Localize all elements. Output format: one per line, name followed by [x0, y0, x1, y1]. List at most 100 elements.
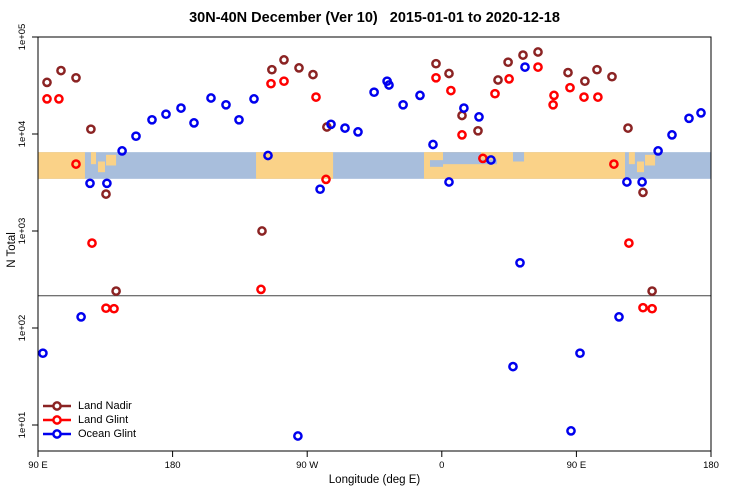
- map-strip-honshu-left: [106, 154, 117, 166]
- data-point-ocean-glint: [131, 131, 141, 142]
- data-point-ocean-glint: [575, 348, 585, 359]
- data-point-land-nadir: [279, 55, 289, 65]
- legend-label: Land Nadir: [78, 400, 132, 412]
- data-point-land-glint: [549, 90, 559, 101]
- legend-item-land-nadir: Land Nadir: [42, 399, 136, 413]
- data-point-ocean-glint: [474, 112, 484, 122]
- data-point-ocean-glint: [315, 184, 325, 195]
- data-point-ocean-glint: [415, 90, 425, 101]
- data-point-ocean-glint: [76, 312, 86, 322]
- data-point-ocean-glint: [614, 312, 624, 322]
- data-point-land-nadir: [533, 47, 543, 57]
- data-point-land-glint: [42, 94, 52, 104]
- data-point-land-glint: [565, 82, 575, 93]
- data-point-land-nadir: [607, 71, 617, 82]
- data-point-ocean-glint: [38, 348, 48, 359]
- data-point-ocean-glint: [384, 80, 394, 90]
- data-point-land-nadir: [431, 58, 441, 69]
- data-point-land-nadir: [623, 123, 633, 133]
- x-tick-label: 90 E: [28, 460, 48, 471]
- data-point-land-glint: [101, 303, 111, 314]
- data-point-land-nadir: [592, 64, 602, 75]
- data-point-land-nadir: [473, 125, 483, 136]
- legend-item-ocean-glint: Ocean Glint: [42, 427, 136, 441]
- data-point-land-nadir: [294, 63, 304, 73]
- map-strip-caspian: [512, 152, 525, 162]
- data-point-land-glint: [624, 238, 634, 248]
- data-point-land-nadir: [42, 77, 52, 88]
- data-point-ocean-glint: [189, 118, 199, 128]
- data-point-ocean-glint: [520, 62, 530, 72]
- data-point-land-glint: [457, 130, 467, 140]
- legend: Land Nadir Land Glint Ocean Glint: [42, 399, 136, 441]
- legend-item-land-glint: Land Glint: [42, 413, 136, 427]
- map-strip-west-mediterranean: [429, 160, 443, 167]
- data-point-land-nadir: [267, 64, 277, 75]
- data-point-ocean-glint: [428, 139, 438, 150]
- data-point-land-nadir: [638, 187, 648, 198]
- data-point-land-nadir: [503, 57, 513, 68]
- y-tick-label: 1e+05: [17, 24, 28, 51]
- y-tick-label: 1e+04: [17, 121, 28, 148]
- data-point-ocean-glint: [234, 114, 244, 125]
- x-tick-label: 180: [703, 460, 719, 471]
- data-point-ocean-glint: [249, 94, 259, 104]
- data-point-ocean-glint: [147, 114, 157, 125]
- data-point-land-glint: [256, 284, 266, 295]
- data-point-ocean-glint: [515, 257, 525, 268]
- data-point-land-glint: [311, 92, 321, 102]
- data-point-land-glint: [647, 303, 657, 314]
- data-point-land-glint: [579, 92, 589, 102]
- data-point-ocean-glint: [221, 99, 231, 110]
- data-point-land-glint: [109, 303, 119, 314]
- data-point-ocean-glint: [667, 130, 677, 140]
- data-point-land-nadir: [493, 75, 503, 85]
- data-point-land-nadir: [518, 50, 528, 60]
- data-point-ocean-glint: [206, 93, 216, 103]
- data-point-land-nadir: [71, 72, 81, 83]
- data-point-land-glint: [266, 78, 276, 89]
- legend-marker-icon: [43, 415, 71, 425]
- x-tick-label: 180: [165, 460, 181, 471]
- data-point-land-glint: [548, 99, 558, 110]
- data-point-ocean-glint: [176, 103, 186, 113]
- data-point-ocean-glint: [653, 146, 663, 156]
- data-point-land-nadir: [86, 124, 96, 135]
- legend-marker-icon: [43, 429, 71, 439]
- data-point-land-nadir: [457, 110, 467, 121]
- data-point-ocean-glint: [684, 113, 694, 124]
- x-tick-label: 0: [439, 460, 444, 471]
- map-strip-korea-right: [628, 152, 635, 165]
- data-point-land-glint: [490, 88, 500, 99]
- data-point-land-glint: [609, 159, 619, 169]
- data-point-ocean-glint: [369, 87, 379, 98]
- y-tick-label: 1e+01: [17, 412, 28, 439]
- data-point-land-glint: [71, 159, 81, 169]
- data-point-ocean-glint: [444, 177, 454, 187]
- map-strip-korea-left: [90, 152, 97, 165]
- chart-title: 30N-40N December (Ver 10) 2015-01-01 to …: [189, 10, 560, 26]
- y-tick-label: 1e+02: [17, 315, 28, 342]
- map-strip-north-america: [256, 152, 334, 179]
- legend-label: Land Glint: [78, 414, 129, 426]
- data-point-land-nadir: [56, 65, 66, 76]
- map-strip-east-asia-left: [38, 152, 85, 179]
- x-tick-label: 90 W: [296, 460, 318, 471]
- map-strip-kyushu-left: [97, 161, 106, 173]
- data-point-ocean-glint: [486, 155, 496, 165]
- x-axis-label: Longitude (deg E): [328, 474, 421, 486]
- data-point-ocean-glint: [459, 103, 469, 113]
- map-strip-kyushu-right: [636, 161, 644, 173]
- data-point-ocean-glint: [353, 127, 363, 137]
- data-point-ocean-glint: [161, 109, 171, 120]
- data-point-land-glint: [504, 74, 514, 84]
- data-point-land-nadir: [580, 76, 590, 87]
- data-point-land-glint: [431, 72, 441, 83]
- data-point-land-nadir: [101, 189, 111, 199]
- data-point-land-nadir: [647, 286, 657, 296]
- map-strip-honshu-right: [645, 154, 656, 166]
- data-point-ocean-glint: [508, 361, 518, 372]
- legend-label: Ocean Glint: [78, 428, 137, 440]
